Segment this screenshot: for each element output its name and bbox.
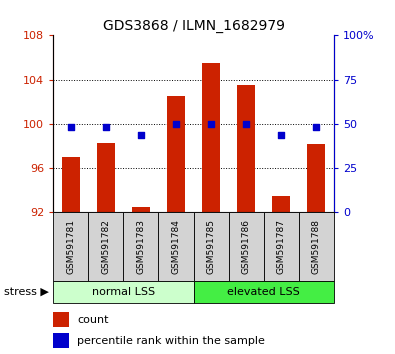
Bar — [158, 212, 194, 281]
Bar — [202, 63, 220, 212]
Point — [138, 132, 144, 137]
Bar — [97, 143, 115, 212]
Bar — [167, 96, 185, 212]
Bar — [53, 212, 88, 281]
Bar — [194, 281, 334, 303]
Bar — [264, 212, 299, 281]
Bar — [307, 144, 325, 212]
Text: GSM591787: GSM591787 — [276, 219, 286, 274]
Bar — [237, 85, 255, 212]
Point — [103, 125, 109, 130]
Text: normal LSS: normal LSS — [92, 287, 155, 297]
Text: GSM591783: GSM591783 — [136, 219, 145, 274]
Bar — [62, 157, 80, 212]
Text: GSM591781: GSM591781 — [66, 219, 75, 274]
Bar — [194, 212, 229, 281]
Point — [243, 121, 249, 127]
Bar — [53, 312, 69, 327]
Text: GSM591782: GSM591782 — [102, 219, 111, 274]
Bar — [53, 333, 69, 348]
Point — [173, 121, 179, 127]
Text: GSM591786: GSM591786 — [242, 219, 251, 274]
Text: GSM591785: GSM591785 — [207, 219, 216, 274]
Text: GSM591788: GSM591788 — [312, 219, 321, 274]
Point — [278, 132, 284, 137]
Text: GSM591784: GSM591784 — [171, 219, 181, 274]
Point — [313, 125, 320, 130]
Bar — [123, 212, 158, 281]
Point — [68, 125, 74, 130]
Bar — [53, 281, 194, 303]
Text: percentile rank within the sample: percentile rank within the sample — [77, 336, 265, 346]
Bar — [273, 196, 290, 212]
Bar — [88, 212, 123, 281]
Title: GDS3868 / ILMN_1682979: GDS3868 / ILMN_1682979 — [103, 19, 284, 33]
Bar — [229, 212, 263, 281]
Text: count: count — [77, 315, 109, 325]
Bar — [132, 207, 150, 212]
Bar — [299, 212, 334, 281]
Text: stress ▶: stress ▶ — [4, 287, 49, 297]
Point — [208, 121, 214, 127]
Text: elevated LSS: elevated LSS — [227, 287, 300, 297]
